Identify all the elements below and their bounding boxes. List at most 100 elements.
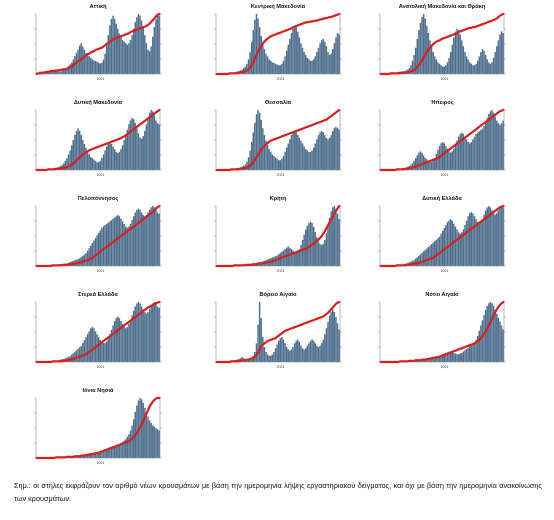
case-bar (328, 217, 331, 266)
case-bar (421, 252, 423, 266)
case-bar (110, 143, 113, 170)
case-bar (293, 130, 296, 170)
case-bar (500, 325, 503, 362)
case-bar (101, 158, 103, 170)
x-tick-label: 2021 (97, 269, 105, 273)
case-bar (74, 351, 76, 362)
region-chart-svg: 2021 (378, 204, 506, 273)
case-bar (113, 447, 116, 459)
case-bar (427, 246, 430, 266)
case-bar (484, 54, 487, 74)
case-bar (105, 341, 108, 362)
case-bar (279, 338, 282, 362)
case-bar (440, 233, 442, 266)
case-bar (99, 230, 102, 266)
cumulative-line (379, 108, 505, 172)
case-bar (484, 309, 487, 362)
cumulative-line (379, 204, 505, 268)
region-chart-svg: 2021 (214, 108, 342, 177)
case-bar (445, 65, 447, 74)
region-chart-svg: 2021 (214, 300, 342, 369)
case-bar (129, 319, 132, 362)
case-bar (486, 305, 488, 362)
case-bar (132, 216, 135, 266)
case-bar (72, 59, 74, 74)
case-bar (98, 62, 100, 74)
case-bar (109, 25, 111, 75)
case-bar (295, 252, 297, 266)
case-bar (93, 159, 95, 170)
case-bar (99, 160, 102, 170)
case-bar (475, 339, 477, 362)
case-bar (150, 46, 152, 74)
case-bar (145, 413, 148, 458)
cumulative-line (35, 108, 161, 172)
case-bar (496, 46, 498, 74)
case-bar (156, 123, 159, 170)
case-bar (429, 358, 431, 362)
case-bar (491, 210, 493, 266)
region-chart-panel: 2021 Κρήτη (194, 196, 362, 292)
case-bar (327, 52, 329, 74)
case-bar (117, 316, 119, 362)
case-bar (309, 221, 312, 266)
case-bar (80, 345, 82, 362)
case-bar (320, 130, 323, 170)
case-bar (480, 222, 482, 266)
case-bar (249, 52, 251, 74)
case-bar (290, 135, 293, 170)
case-bar (427, 160, 430, 170)
case-bar (129, 39, 132, 74)
case-bar (59, 71, 62, 74)
case-bar (153, 207, 156, 266)
case-bar (150, 207, 152, 266)
case-bar (289, 350, 291, 362)
cumulative-line (379, 300, 505, 364)
case-bar (156, 306, 159, 362)
case-bar (120, 443, 122, 458)
case-bar (445, 352, 447, 362)
case-bar (136, 128, 138, 170)
case-bar (320, 40, 323, 74)
case-bar (492, 305, 495, 362)
case-bar (453, 352, 455, 362)
case-bar (78, 130, 81, 170)
case-bar (472, 139, 474, 170)
case-bar (303, 349, 305, 362)
case-bar (147, 49, 149, 74)
case-bar (456, 140, 458, 170)
case-bar (88, 248, 90, 266)
case-bar (126, 326, 129, 362)
cumulative-line (35, 204, 161, 268)
case-bar (502, 207, 504, 266)
case-bar (332, 130, 334, 170)
case-bar (134, 123, 136, 170)
case-bar (429, 162, 431, 170)
case-bar (459, 134, 461, 170)
case-bar (263, 347, 266, 362)
case-bar (263, 49, 266, 74)
case-bar (489, 207, 492, 266)
case-bar (139, 209, 141, 266)
case-bar (134, 22, 136, 74)
case-bar (488, 114, 490, 170)
case-bar (93, 328, 95, 362)
case-bar (101, 227, 103, 266)
case-bar (105, 146, 108, 170)
case-bar (419, 22, 422, 75)
case-bar (284, 56, 286, 74)
case-bar (132, 28, 135, 74)
case-bar (247, 157, 250, 170)
case-bar (473, 65, 476, 74)
case-bar (104, 53, 106, 74)
case-bar (303, 52, 305, 74)
case-bar (336, 33, 339, 74)
case-bar (430, 357, 433, 362)
case-bar (292, 250, 294, 266)
case-bar (271, 354, 274, 362)
case-bar (246, 63, 248, 74)
case-bar (410, 65, 412, 74)
case-bar (281, 251, 283, 266)
case-bar (102, 154, 105, 170)
case-bar (132, 310, 135, 362)
